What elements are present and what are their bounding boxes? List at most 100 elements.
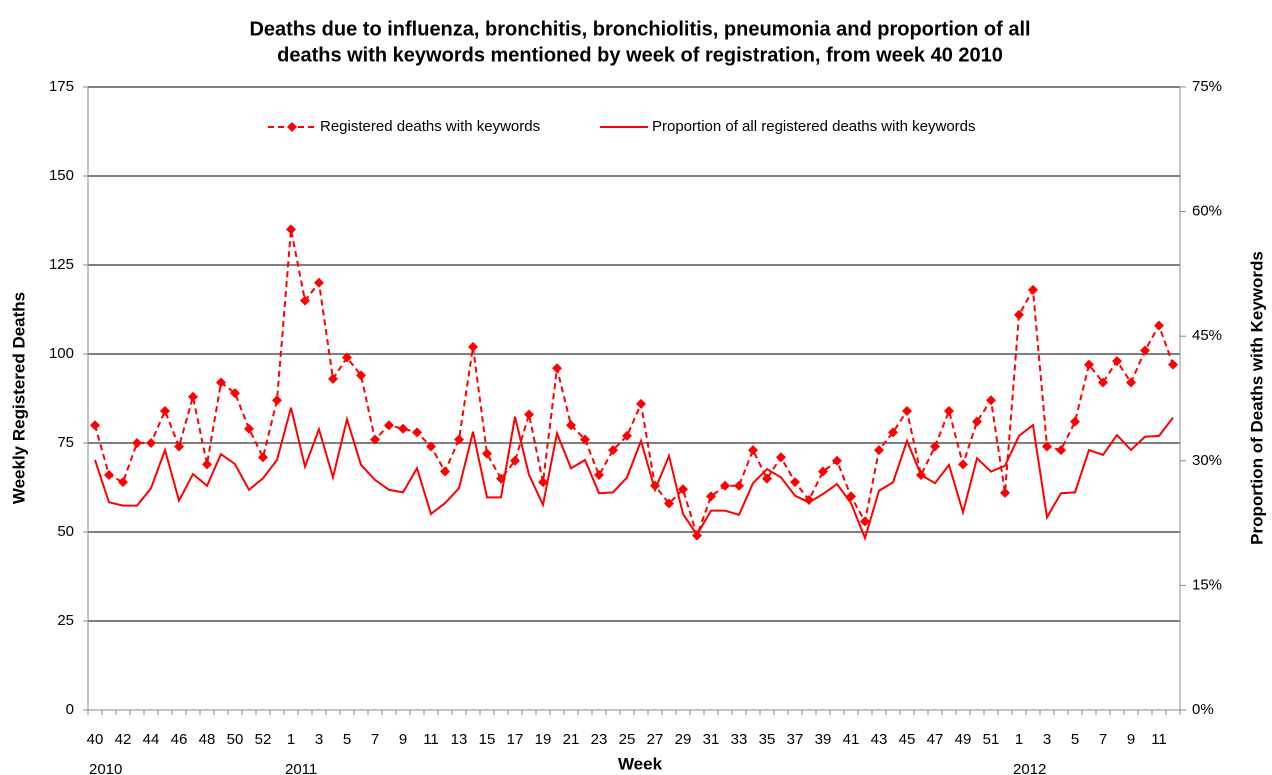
x-tick-label: 1 [287, 731, 295, 748]
x-tick-label: 48 [199, 731, 216, 748]
data-point [720, 480, 730, 491]
x-tick-label: 31 [703, 731, 720, 748]
x-tick-label: 33 [731, 731, 748, 748]
data-point [118, 477, 128, 488]
data-point [1056, 445, 1066, 456]
y-tick-label: 100 [49, 345, 74, 362]
data-point [132, 438, 142, 448]
data-point [636, 398, 646, 409]
x-tick-label: 39 [815, 731, 832, 748]
y2-tick-label: 45% [1192, 327, 1222, 344]
data-point [468, 341, 478, 352]
data-point [1112, 356, 1122, 367]
year-label: 2010 [89, 761, 122, 775]
data-point [762, 473, 772, 484]
data-point [314, 277, 324, 288]
data-point [566, 420, 576, 431]
x-tick-label: 50 [227, 731, 244, 748]
y2-tick-label: 15% [1192, 576, 1222, 593]
data-point [384, 420, 394, 431]
x-tick-label: 7 [1099, 731, 1107, 748]
y-axis-title: Weekly Registered Deaths [9, 292, 28, 504]
data-point [1098, 377, 1108, 388]
x-tick-label: 7 [371, 731, 379, 748]
x-tick-label: 29 [675, 731, 692, 748]
x-tick-label: 11 [1151, 731, 1167, 748]
y-tick-label: 50 [57, 523, 74, 540]
x-tick-label: 37 [787, 731, 804, 748]
data-point [104, 470, 114, 481]
data-point [412, 427, 422, 438]
y2-tick-label: 75% [1192, 78, 1222, 95]
x-tick-label: 19 [535, 731, 552, 748]
data-point [776, 452, 786, 463]
data-point [622, 430, 632, 441]
data-point [818, 466, 828, 477]
data-point [790, 477, 800, 488]
data-point [440, 466, 450, 477]
data-point [958, 459, 968, 470]
legend-marker [287, 122, 297, 132]
data-point [972, 416, 982, 427]
data-point [538, 477, 548, 488]
data-point [664, 498, 674, 509]
data-point [1140, 345, 1150, 356]
x-tick-label: 25 [619, 731, 636, 748]
data-point [160, 405, 170, 416]
data-point [1014, 309, 1024, 320]
series-line [94, 407, 1174, 542]
x-tick-label: 43 [871, 731, 888, 748]
y2-tick-label: 0% [1192, 701, 1214, 718]
x-tick-label: 9 [399, 731, 407, 748]
data-point [216, 377, 226, 388]
y-tick-label: 25 [57, 612, 74, 629]
data-point [174, 441, 184, 452]
y-tick-label: 0 [66, 701, 74, 718]
x-tick-label: 49 [955, 731, 972, 748]
data-point [748, 445, 758, 456]
data-point [146, 438, 156, 448]
chart-title: Deaths due to influenza, bronchitis, bro… [249, 18, 1030, 40]
data-point [258, 452, 268, 463]
x-tick-label: 35 [759, 731, 776, 748]
data-point [706, 491, 716, 502]
data-point [230, 388, 240, 399]
data-point [286, 224, 296, 235]
x-tick-label: 23 [591, 731, 608, 748]
x-tick-label: 41 [843, 731, 860, 748]
series-line [94, 229, 1174, 539]
data-point [1042, 441, 1052, 452]
data-point [608, 445, 618, 456]
data-point [1070, 416, 1080, 427]
year-label: 2011 [285, 761, 317, 775]
data-point [1126, 377, 1136, 388]
x-tick-label: 51 [983, 731, 1000, 748]
data-point [272, 395, 282, 406]
data-point [1154, 320, 1164, 331]
data-point [944, 405, 954, 416]
x-axis-title: Week [618, 754, 663, 773]
x-tick-label: 46 [171, 731, 188, 748]
data-point [524, 409, 534, 420]
legend-label: Registered deaths with keywords [320, 118, 540, 135]
y2-axis-title: Proportion of Deaths with Keywords [1247, 251, 1266, 545]
y-tick-label: 150 [49, 167, 74, 184]
chart-title: deaths with keywords mentioned by week o… [277, 44, 1003, 66]
data-point [342, 352, 352, 363]
data-point [90, 420, 100, 431]
data-point [1084, 359, 1094, 370]
data-point [832, 455, 842, 466]
y-tick-label: 125 [49, 256, 74, 273]
data-point [300, 295, 310, 306]
data-point [398, 423, 408, 434]
data-point [930, 441, 940, 452]
data-point [874, 445, 884, 456]
data-point [678, 484, 688, 495]
x-tick-label: 3 [315, 731, 323, 748]
x-tick-label: 5 [1071, 731, 1079, 748]
x-tick-label: 52 [255, 731, 272, 748]
x-tick-label: 47 [927, 731, 944, 748]
x-tick-label: 9 [1127, 731, 1135, 748]
data-point [1168, 359, 1178, 370]
